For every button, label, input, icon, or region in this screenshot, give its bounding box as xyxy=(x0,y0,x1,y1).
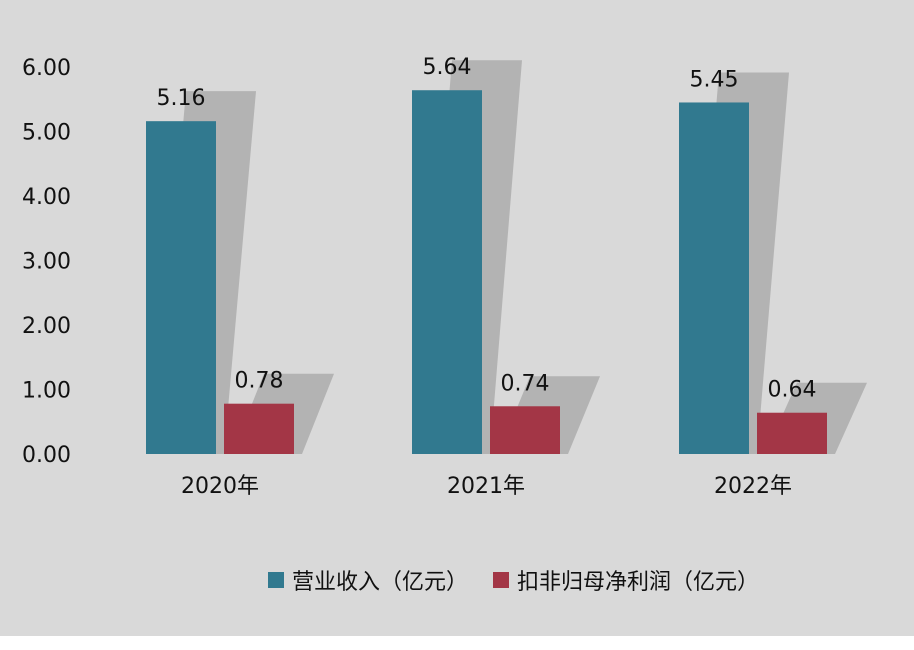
legend-item-net-profit: 扣非归母净利润（亿元） xyxy=(493,564,759,596)
x-category-label: 2020年 xyxy=(181,474,259,499)
legend-item-revenue: 营业收入（亿元） xyxy=(268,564,468,596)
x-category-label: 2021年 xyxy=(447,474,525,499)
legend-swatch-revenue xyxy=(268,572,284,588)
bar-revenue xyxy=(412,90,482,454)
data-label: 5.64 xyxy=(423,55,472,80)
legend-swatch-net-profit xyxy=(493,572,509,588)
y-tick-label: 2.00 xyxy=(22,314,71,339)
legend-label-net-profit: 扣非归母净利润（亿元） xyxy=(517,570,760,595)
data-label: 0.78 xyxy=(235,369,284,394)
data-labels: 5.16 0.78 5.64 0.74 5.45 0.64 xyxy=(157,55,817,403)
y-tick-label: 4.00 xyxy=(22,185,71,210)
chart-panel: 0.00 1.00 2.00 3.00 4.00 5.00 6.00 5.16 0.78 5.6… xyxy=(0,0,914,636)
legend: 营业收入（亿元） 扣非归母净利润（亿元） xyxy=(0,564,914,598)
bars xyxy=(146,90,827,455)
legend-label-revenue: 营业收入（亿元） xyxy=(292,570,469,595)
data-label: 5.45 xyxy=(690,67,739,92)
bar-revenue xyxy=(146,121,216,455)
bar-net-profit xyxy=(490,406,560,454)
y-tick-label: 5.00 xyxy=(22,121,71,146)
bar-net-profit xyxy=(757,412,827,454)
data-label: 0.64 xyxy=(768,378,817,403)
y-tick-label: 1.00 xyxy=(22,379,71,404)
bar-chart: 0.00 1.00 2.00 3.00 4.00 5.00 6.00 5.16 0.78 5.6… xyxy=(22,55,867,499)
data-label: 5.16 xyxy=(157,86,206,111)
y-tick-label: 0.00 xyxy=(22,443,71,468)
data-label: 0.74 xyxy=(501,371,550,396)
x-axis: 2020年 2021年 2022年 xyxy=(181,474,792,499)
y-tick-label: 6.00 xyxy=(22,56,71,81)
y-tick-label: 3.00 xyxy=(22,250,71,275)
x-category-label: 2022年 xyxy=(714,474,792,499)
bar-net-profit xyxy=(224,403,294,454)
bar-revenue xyxy=(679,102,749,454)
y-axis: 0.00 1.00 2.00 3.00 4.00 5.00 6.00 xyxy=(22,56,71,468)
